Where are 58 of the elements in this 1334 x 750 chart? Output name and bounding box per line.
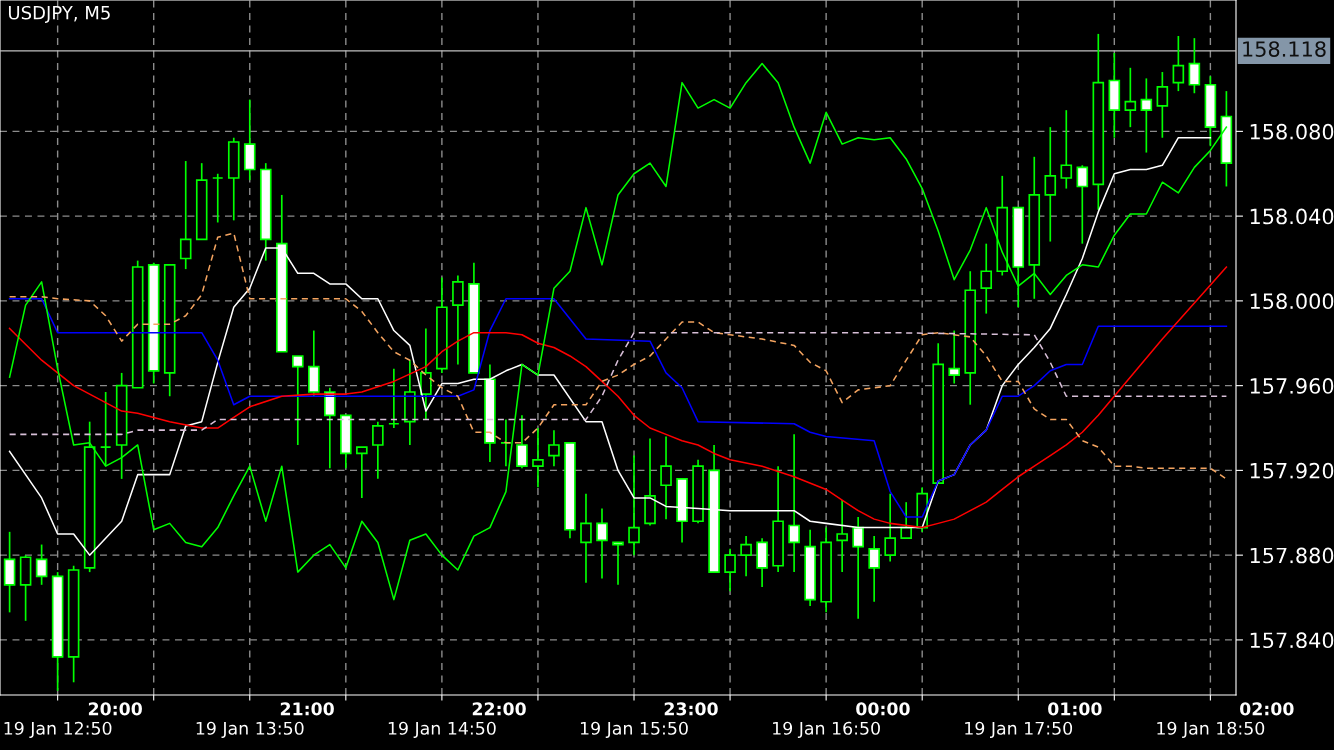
- x2-tick-label: 00:00: [856, 702, 910, 716]
- line-series: [8, 62, 1228, 601]
- y-tick-label: 157.880: [1250, 547, 1334, 564]
- y-tick-label: 157.960: [1250, 378, 1334, 394]
- candlestick: [452, 274, 464, 366]
- x-tick-label: 19 Jan 16:50: [773, 721, 880, 739]
- candlestick: [356, 446, 368, 499]
- x-tick-label: 19 Jan 15:50: [580, 721, 688, 739]
- y-tick-label: 157.840: [1250, 632, 1334, 649]
- candlestick: [948, 329, 961, 385]
- x2-tick-label: 01:00: [1048, 702, 1102, 716]
- candlestick: [1060, 109, 1073, 190]
- candlestick: [740, 535, 752, 578]
- candlestick: [1044, 126, 1057, 243]
- candlestick: [516, 414, 528, 470]
- x2-tick-label: 02:00: [1240, 702, 1294, 716]
- x-tick-label: 19 Jan 17:50: [965, 721, 1073, 739]
- candlestick: [372, 420, 384, 480]
- candlestick: [500, 418, 512, 467]
- candlestick: [1172, 35, 1185, 92]
- candlestick: [291, 355, 304, 446]
- candlestick: [99, 391, 112, 467]
- x2-tick-label: 23:00: [664, 702, 718, 716]
- candlestick: [35, 543, 48, 586]
- candlestick: [836, 499, 848, 573]
- candlestick: [420, 327, 432, 421]
- y-tick-label: 158.000: [1250, 293, 1334, 310]
- y-tick-label: 158.040: [1250, 208, 1334, 225]
- candlestick: [980, 242, 993, 315]
- candlestick: [884, 492, 896, 563]
- x-tick-label: 19 Jan 14:50: [388, 721, 496, 739]
- y-tick-label: 157.920: [1250, 462, 1334, 479]
- candlestick: [1188, 37, 1201, 95]
- candlestick: [1140, 77, 1153, 154]
- candlestick: [628, 454, 640, 556]
- candlestick: [868, 535, 880, 603]
- x2-tick-label: 22:00: [472, 702, 526, 716]
- candlestick: [724, 547, 736, 593]
- x2-tick-label: 20:00: [88, 702, 142, 716]
- candlestick: [1124, 66, 1137, 128]
- x2-tick-label: 21:00: [280, 702, 334, 716]
- x-tick-label: 19 Jan 13:50: [196, 721, 304, 739]
- candlestick: [548, 429, 560, 467]
- chart-title: USDJPY, M5: [8, 5, 110, 23]
- candlestick: [1156, 71, 1169, 139]
- x-tick-label: 19 Jan 12:50: [4, 721, 112, 739]
- candlestick: [660, 435, 672, 520]
- candlestick: [179, 160, 192, 270]
- candlestick: [532, 427, 544, 489]
- candlestick: [388, 367, 400, 429]
- x-tick-label: 19 Jan 18:50: [1157, 721, 1265, 739]
- candlestick: [596, 507, 608, 580]
- candlestick: [211, 172, 224, 224]
- candlestick: [1076, 164, 1089, 245]
- ref-line-label: 158.118: [1243, 41, 1326, 57]
- candlestick: [580, 492, 592, 584]
- candlestick: [900, 501, 912, 540]
- y-tick-label: 158.080: [1250, 123, 1334, 140]
